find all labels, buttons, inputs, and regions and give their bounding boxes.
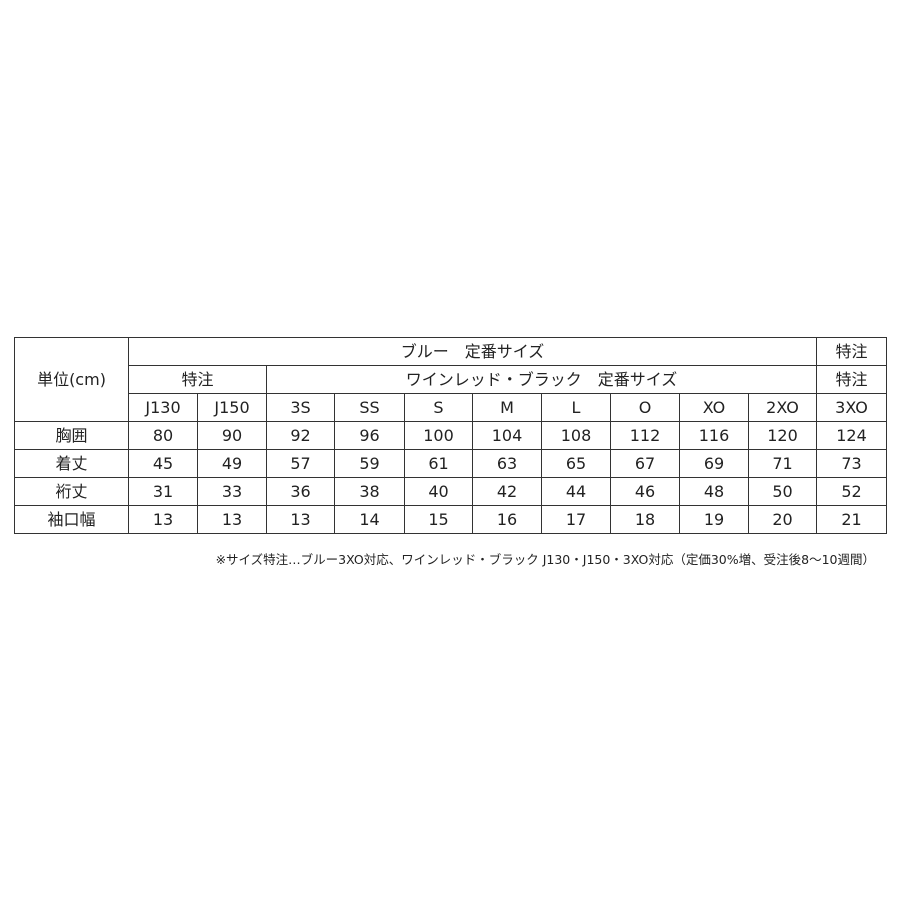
table-cell: 36 — [266, 477, 335, 506]
table-row: 着丈 45 49 57 59 61 63 65 67 69 71 73 — [14, 449, 887, 478]
table-cell: 16 — [472, 505, 542, 534]
size-header: 3XO — [816, 393, 887, 422]
table-cell: 18 — [610, 505, 680, 534]
wine-standard-header: ワインレッド・ブラック 定番サイズ — [266, 365, 817, 394]
table-cell: 21 — [816, 505, 887, 534]
table-cell: 20 — [748, 505, 817, 534]
table-row: 裄丈 31 33 36 38 40 42 44 46 48 50 52 — [14, 477, 887, 506]
table-cell: 46 — [610, 477, 680, 506]
table-cell: 45 — [128, 449, 198, 478]
table-cell: 112 — [610, 421, 680, 450]
table-cell: 63 — [472, 449, 542, 478]
wine-special-header: 特注 — [128, 365, 267, 394]
table-cell: 50 — [748, 477, 817, 506]
blue-special-header: 特注 — [816, 337, 887, 366]
wine-special-right-header: 特注 — [816, 365, 887, 394]
size-header-row: J130 J150 3S SS S M L O XO 2XO 3XO — [15, 393, 887, 422]
table-cell: 90 — [197, 421, 267, 450]
size-header: SS — [334, 393, 405, 422]
table-cell: 69 — [679, 449, 749, 478]
table-cell: 59 — [334, 449, 405, 478]
table-cell: 108 — [541, 421, 611, 450]
size-header: S — [404, 393, 473, 422]
header-row-1: 単位(cm) ブルー 定番サイズ 特注 — [14, 337, 887, 422]
table-cell: 52 — [816, 477, 887, 506]
table-cell: 57 — [266, 449, 335, 478]
table-cell: 104 — [472, 421, 542, 450]
row-label: 胸囲 — [14, 421, 129, 450]
table-cell: 38 — [334, 477, 405, 506]
size-table: 単位(cm) ブルー 定番サイズ 特注 特注 ワインレッド・ブラック 定番サイズ… — [14, 337, 887, 534]
size-header: J150 — [197, 393, 267, 422]
table-row: 胸囲 80 90 92 96 100 104 108 112 116 120 124 — [14, 421, 887, 450]
table-cell: 33 — [197, 477, 267, 506]
table-cell: 92 — [266, 421, 335, 450]
unit-label: 単位(cm) — [14, 337, 129, 422]
table-cell: 100 — [404, 421, 473, 450]
table-cell: 73 — [816, 449, 887, 478]
table-cell: 124 — [816, 421, 887, 450]
size-header: J130 — [128, 393, 198, 422]
size-header: L — [541, 393, 611, 422]
table-cell: 80 — [128, 421, 198, 450]
table-cell: 19 — [679, 505, 749, 534]
blue-standard-header: ブルー 定番サイズ — [128, 337, 817, 366]
table-cell: 14 — [334, 505, 405, 534]
table-row: 袖口幅 13 13 13 14 15 16 17 18 19 20 21 — [14, 505, 887, 534]
size-header: M — [472, 393, 542, 422]
table-cell: 71 — [748, 449, 817, 478]
table-cell: 48 — [679, 477, 749, 506]
table-cell: 67 — [610, 449, 680, 478]
row-label: 裄丈 — [14, 477, 129, 506]
table-cell: 40 — [404, 477, 473, 506]
header-row-2: 特注 ワインレッド・ブラック 定番サイズ 特注 — [15, 365, 887, 394]
table-cell: 31 — [128, 477, 198, 506]
table-cell: 65 — [541, 449, 611, 478]
table-cell: 116 — [679, 421, 749, 450]
table-cell: 120 — [748, 421, 817, 450]
size-header: O — [610, 393, 680, 422]
size-header: 3S — [266, 393, 335, 422]
table-cell: 13 — [266, 505, 335, 534]
table-cell: 13 — [128, 505, 198, 534]
size-header: 2XO — [748, 393, 817, 422]
footnote: ※サイズ特注…ブルー3XO対応、ワインレッド・ブラック J130・J150・3X… — [215, 552, 875, 567]
row-label: 袖口幅 — [14, 505, 129, 534]
table-cell: 61 — [404, 449, 473, 478]
row-label: 着丈 — [14, 449, 129, 478]
table-cell: 49 — [197, 449, 267, 478]
size-header: XO — [679, 393, 749, 422]
table-cell: 96 — [334, 421, 405, 450]
table-cell: 15 — [404, 505, 473, 534]
table-cell: 13 — [197, 505, 267, 534]
table-cell: 44 — [541, 477, 611, 506]
table-cell: 42 — [472, 477, 542, 506]
table-cell: 17 — [541, 505, 611, 534]
